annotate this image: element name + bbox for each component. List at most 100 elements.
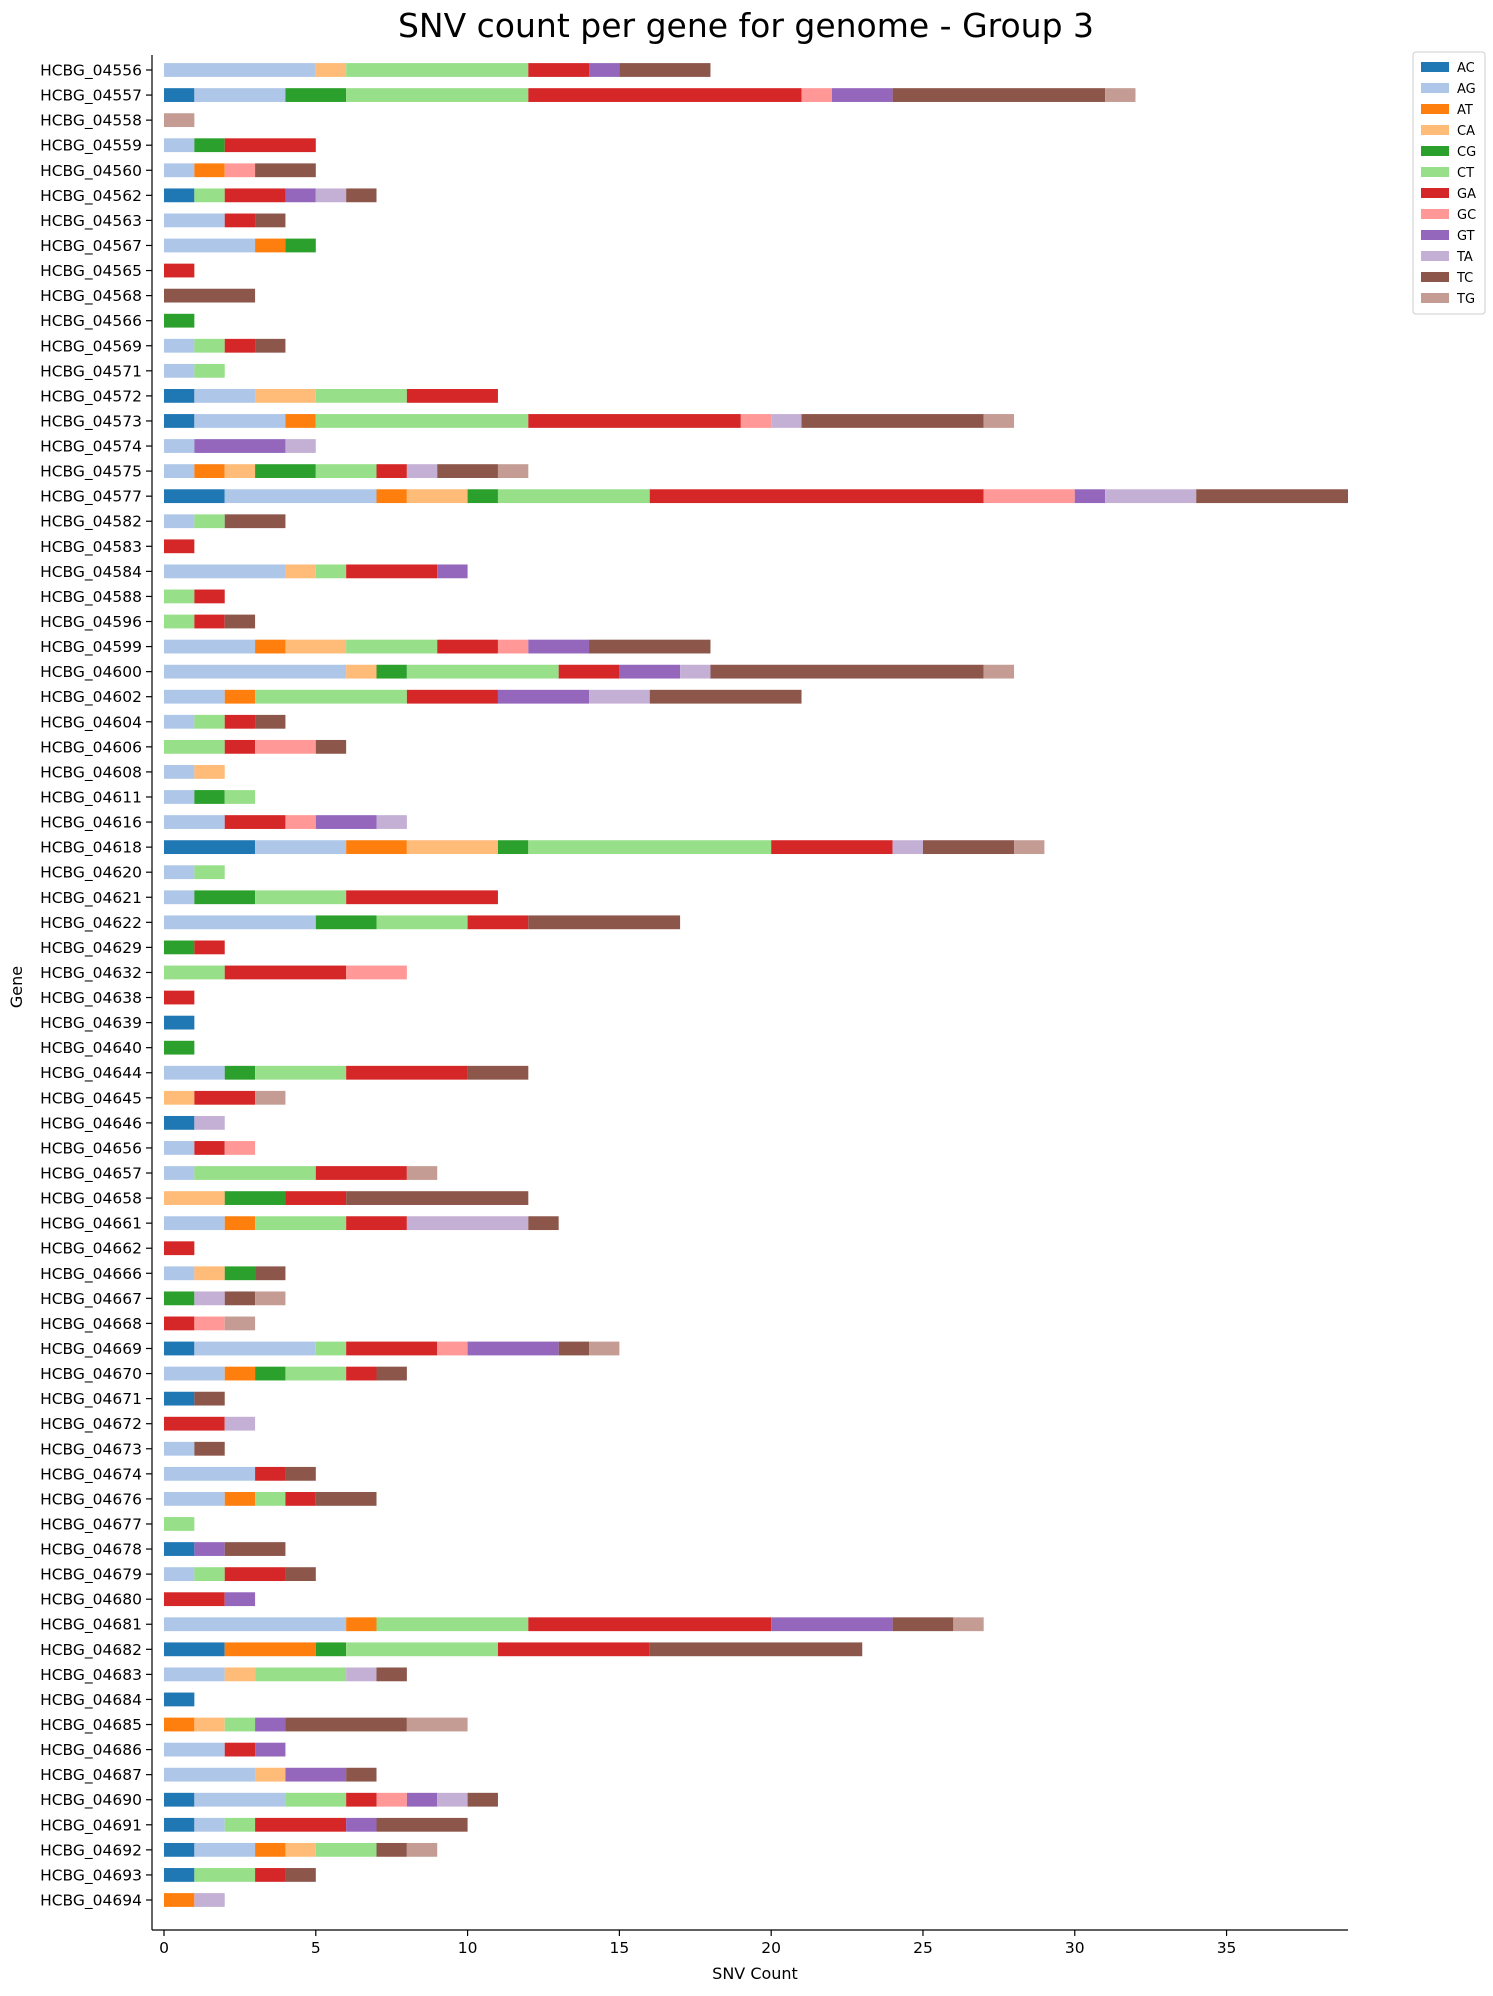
bar-segment-HCBG_04582-CT (194, 514, 225, 529)
bar-segment-HCBG_04680-GT (224, 1592, 256, 1607)
gene-row-HCBG_04568 (164, 288, 256, 303)
bar-segment-HCBG_04569-CT (194, 338, 225, 353)
bar-segment-HCBG_04692-AG (194, 1842, 256, 1857)
gene-row-HCBG_04582 (164, 514, 286, 529)
bar-segment-HCBG_04577-GT (1074, 489, 1106, 504)
bar-segment-HCBG_04557-AC (164, 88, 195, 102)
bar-segment-HCBG_04560-TC (255, 163, 316, 178)
bar-segment-HCBG_04687-AG (164, 1767, 256, 1782)
y-tick-label-HCBG_04606: HCBG_04606 (40, 738, 142, 757)
bar-segment-HCBG_04574-TA (285, 439, 316, 453)
y-tick-label-HCBG_04639: HCBG_04639 (40, 1014, 142, 1033)
gene-row-HCBG_04565 (164, 263, 195, 278)
bar-segment-HCBG_04661-AT (224, 1216, 256, 1231)
bar-segment-HCBG_04572-CT (315, 389, 407, 403)
bar-segment-HCBG_04646-AC (164, 1115, 195, 1130)
bar-segment-HCBG_04687-TC (346, 1767, 377, 1782)
bar-segment-HCBG_04692-TC (376, 1842, 407, 1857)
legend-label-CT: CT (1457, 166, 1474, 181)
bar-segment-HCBG_04658-TC (346, 1191, 529, 1205)
bar-segment-HCBG_04599-AT (255, 639, 286, 654)
bar-segment-HCBG_04678-GT (194, 1542, 225, 1556)
bar-segment-HCBG_04682-AT (224, 1642, 316, 1657)
legend-item-CT: CT (1421, 166, 1474, 181)
bar-segment-HCBG_04582-AG (164, 514, 195, 529)
gene-row-HCBG_04678 (164, 1542, 286, 1556)
bar-segment-HCBG_04577-AG (224, 489, 377, 504)
gene-row-HCBG_04646 (164, 1115, 225, 1130)
y-tick-label-HCBG_04557: HCBG_04557 (40, 87, 142, 106)
bar-segment-HCBG_04621-AG (164, 890, 195, 905)
y-tick-label-HCBG_04563: HCBG_04563 (40, 212, 142, 231)
bar-segment-HCBG_04691-GA (255, 1817, 347, 1832)
gene-row-HCBG_04677 (164, 1517, 195, 1531)
bar-segment-HCBG_04575-CT (315, 464, 377, 478)
bar-segment-HCBG_04556-CT (346, 63, 529, 77)
bar-segment-HCBG_04645-CA (164, 1090, 195, 1105)
bar-segment-HCBG_04563-TC (255, 213, 286, 228)
bar-segment-HCBG_04608-CA (194, 765, 225, 779)
legend-item-GT: GT (1421, 229, 1475, 244)
y-tick-label-HCBG_04608: HCBG_04608 (40, 763, 142, 782)
bar-segment-HCBG_04667-TA (194, 1291, 225, 1306)
bar-segment-HCBG_04646-TA (194, 1115, 225, 1130)
y-tick-label-HCBG_04662: HCBG_04662 (40, 1240, 142, 1259)
bar-segment-HCBG_04618-TC (922, 840, 1015, 855)
bar-segment-HCBG_04577-AT (376, 489, 407, 504)
bar-segment-HCBG_04573-AT (285, 414, 316, 428)
bar-segment-HCBG_04575-TC (437, 464, 498, 478)
bar-segment-HCBG_04683-TC (376, 1667, 407, 1682)
gene-row-HCBG_04640 (164, 1040, 195, 1055)
bar-segment-HCBG_04602-GT (497, 689, 590, 704)
y-tick-label-HCBG_04678: HCBG_04678 (40, 1541, 142, 1560)
bar-segment-HCBG_04691-CT (224, 1817, 256, 1832)
bar-segment-HCBG_04685-CA (194, 1717, 225, 1732)
bar-segment-HCBG_04657-TG (406, 1166, 438, 1180)
bar-segment-HCBG_04560-GC (224, 163, 256, 178)
bar-segment-HCBG_04557-TG (1105, 88, 1136, 102)
bar-segment-HCBG_04681-AT (346, 1617, 377, 1632)
legend-item-TC: TC (1421, 271, 1473, 286)
bar-segment-HCBG_04618-AT (346, 840, 407, 855)
bar-segment-HCBG_04573-AG (194, 414, 286, 428)
bar-segment-HCBG_04639-AC (164, 1015, 195, 1030)
bar-segment-HCBG_04557-GC (801, 88, 832, 102)
gene-row-HCBG_04682 (164, 1642, 863, 1657)
y-tick-label-HCBG_04674: HCBG_04674 (40, 1465, 142, 1484)
gene-row-HCBG_04622 (164, 915, 681, 930)
bar-segment-HCBG_04657-AG (164, 1166, 195, 1180)
bar-segment-HCBG_04572-GA (406, 389, 498, 403)
bar-segment-HCBG_04691-AG (194, 1817, 225, 1832)
gene-row-HCBG_04683 (164, 1667, 407, 1682)
bar-segment-HCBG_04678-AC (164, 1542, 195, 1556)
bar-segment-HCBG_04606-GC (255, 739, 316, 754)
x-tick-label-35: 35 (1217, 1939, 1237, 1957)
bar-segment-HCBG_04572-AG (194, 389, 256, 403)
bar-segment-HCBG_04669-AG (194, 1341, 316, 1356)
bar-segment-HCBG_04560-AT (194, 163, 225, 178)
y-tick-label-HCBG_04560: HCBG_04560 (40, 162, 142, 181)
y-tick-label-HCBG_04640: HCBG_04640 (40, 1039, 142, 1058)
gene-row-HCBG_04671 (164, 1391, 225, 1406)
gene-row-HCBG_04684 (164, 1692, 195, 1707)
bar-segment-HCBG_04577-AC (164, 489, 225, 504)
y-tick-label-HCBG_04582: HCBG_04582 (40, 513, 142, 532)
bar-segment-HCBG_04681-GA (528, 1617, 772, 1632)
y-tick-label-HCBG_04568: HCBG_04568 (40, 287, 142, 306)
y-tick-label-HCBG_04671: HCBG_04671 (40, 1390, 142, 1409)
bar-segment-HCBG_04657-GA (315, 1166, 407, 1180)
bar-segment-HCBG_04656-AG (164, 1141, 195, 1155)
bar-segment-HCBG_04692-CA (285, 1842, 316, 1857)
bar-segment-HCBG_04645-GA (194, 1090, 256, 1105)
bars-layer (164, 63, 1348, 1907)
gene-row-HCBG_04661 (164, 1216, 559, 1231)
bar-segment-HCBG_04669-CT (315, 1341, 347, 1356)
bar-segment-HCBG_04681-TC (892, 1617, 954, 1632)
legend-item-CA: CA (1421, 124, 1475, 139)
bar-segment-HCBG_04599-GA (437, 639, 498, 654)
bar-segment-HCBG_04575-CG (255, 464, 316, 478)
bar-segment-HCBG_04670-CG (255, 1366, 286, 1381)
y-tick-label-HCBG_04622: HCBG_04622 (40, 914, 142, 933)
y-tick-label-HCBG_04621: HCBG_04621 (40, 889, 142, 908)
